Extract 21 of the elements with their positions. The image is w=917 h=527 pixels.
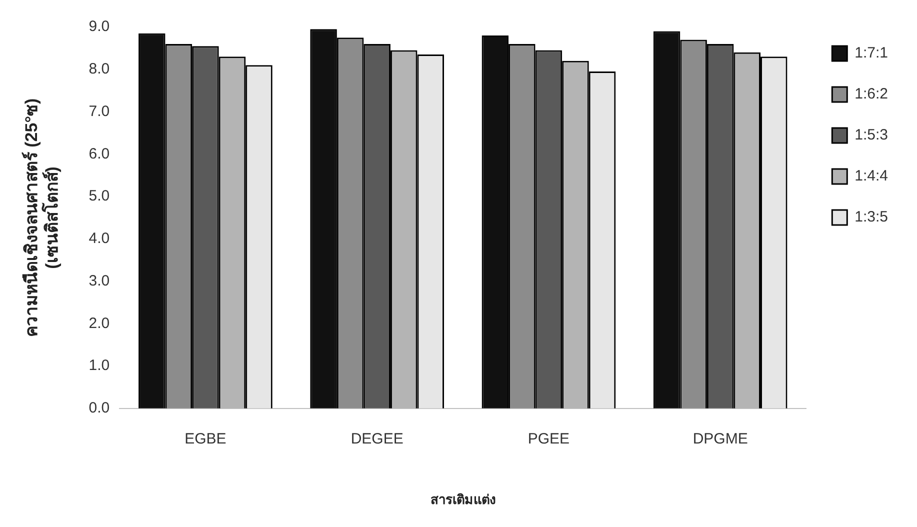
x-tick-label: EGBE bbox=[184, 430, 226, 448]
legend-label: 1:6:2 bbox=[854, 86, 888, 103]
y-tick-label: 8.0 bbox=[88, 60, 110, 78]
legend-label: 1:3:5 bbox=[854, 208, 888, 226]
y-tick-label: 2.0 bbox=[88, 314, 110, 332]
x-tick-label: DPGME bbox=[692, 430, 748, 448]
y-axis-title: ความหนืดเชิงจลนศาสตร์ (25°ซ) (เซนติสโตกส์) bbox=[20, 98, 62, 338]
x-tick-label: PGEE bbox=[528, 430, 570, 448]
x-tick-label: DEGEE bbox=[350, 430, 404, 448]
legend-label: 1:7:1 bbox=[854, 44, 888, 62]
y-tick-label: 4.0 bbox=[88, 230, 110, 248]
y-tick-label: 0.0 bbox=[88, 400, 110, 417]
y-tick-label: 6.0 bbox=[88, 145, 110, 162]
y-tick-label: 7.0 bbox=[88, 102, 110, 120]
y-tick-label: 9.0 bbox=[88, 18, 110, 36]
legend-label: 1:5:3 bbox=[854, 126, 888, 144]
y-tick-label: 1.0 bbox=[88, 357, 110, 374]
x-axis-title: สารเติมแต่ง bbox=[430, 492, 496, 507]
legend-label: 1:4:4 bbox=[854, 168, 888, 185]
y-tick-label: 3.0 bbox=[88, 272, 110, 290]
y-tick-label: 5.0 bbox=[88, 188, 110, 205]
